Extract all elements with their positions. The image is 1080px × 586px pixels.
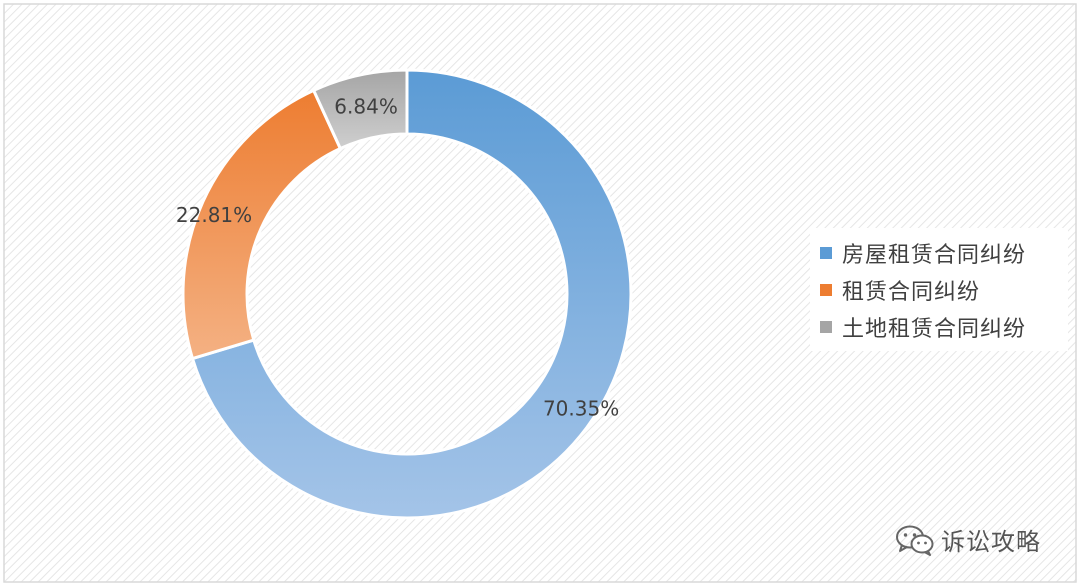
legend-item-land-lease: 土地租赁合同纠纷 (820, 308, 1062, 345)
data-label: 6.84% (334, 94, 398, 118)
legend-item-lease: 租赁合同纠纷 (820, 271, 1062, 308)
slice-land-lease (311, 68, 409, 151)
legend-label: 租赁合同纠纷 (842, 279, 981, 305)
data-label: 22.81% (176, 203, 252, 227)
donut-chart (181, 68, 633, 520)
watermark: 诉讼攻略 (895, 522, 1041, 557)
wechat-icon (896, 525, 934, 556)
legend-label: 房屋租赁合同纠纷 (842, 242, 1027, 268)
legend: 房屋租赁合同纠纷 租赁合同纠纷 土地租赁合同纠纷 (810, 228, 1068, 351)
slice-housing-lease (190, 68, 633, 520)
legend-item-housing-lease: 房屋租赁合同纠纷 (820, 234, 1062, 271)
legend-swatch (820, 246, 832, 259)
watermark-text: 诉讼攻略 (941, 528, 1041, 556)
data-labels: 70.35% 22.81% 6.84% (176, 94, 619, 420)
data-label: 70.35% (543, 397, 619, 421)
legend-swatch (820, 283, 832, 296)
legend-swatch (820, 320, 832, 333)
legend-label: 土地租赁合同纠纷 (842, 316, 1027, 342)
